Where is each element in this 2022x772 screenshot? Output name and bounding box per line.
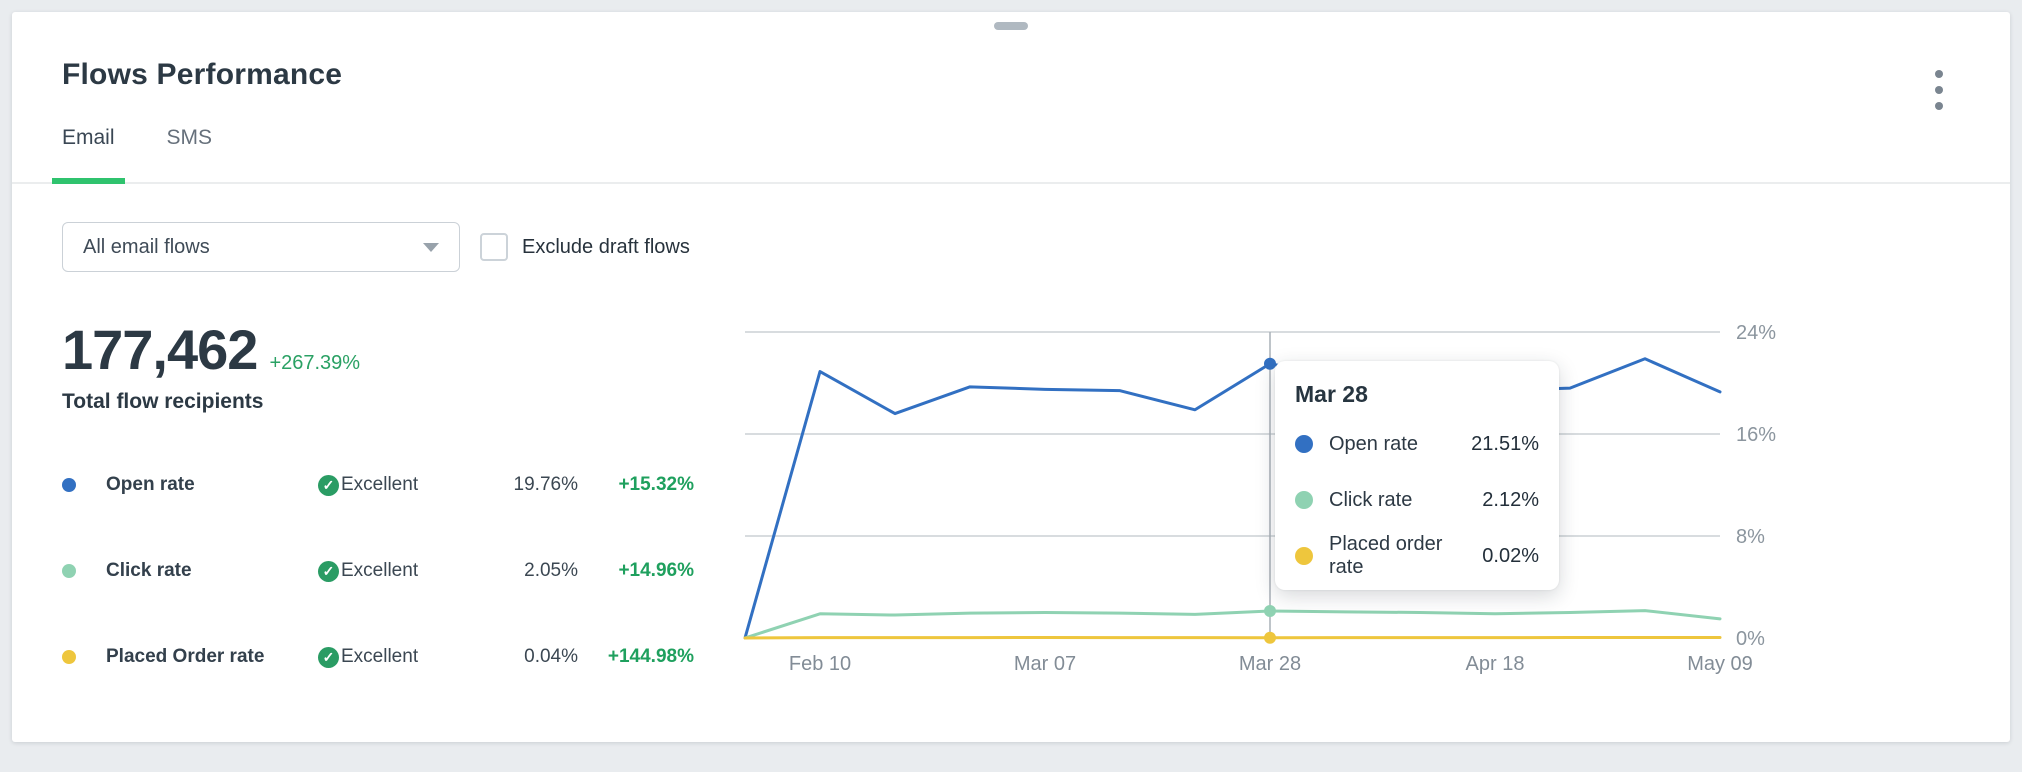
tooltip-rows: Open rate 21.51% Click rate 2.12% Placed… [1291,432,1543,578]
open-rate-dot-icon [62,478,76,492]
metric-label: Open rate [106,474,195,495]
kebab-menu-icon[interactable] [1926,68,1952,112]
metric-value: 19.76% [513,474,578,495]
x-tick-label: May 09 [1687,653,1753,675]
tooltip-value: 21.51% [1471,432,1539,455]
marker-dot [1264,631,1276,644]
rating-text: Excellent [341,560,419,581]
tab-email-label: Email [62,126,115,149]
tooltip-label: Placed order rate [1329,533,1443,578]
click-rate-dot-icon [1295,491,1313,509]
card-header: Flows Performance [12,12,2010,92]
exclude-draft-label[interactable]: Exclude draft flows [522,235,690,258]
tab-bar: Email SMS [12,126,2010,184]
metric-row-click-rate: Click rate ✓ Excellent 2.05% +14.96% [62,556,694,586]
rating-badge: ✓ Excellent [318,560,494,582]
chevron-down-icon [423,242,439,252]
tooltip-value: 2.12% [1482,488,1539,511]
rating-badge: ✓ Excellent [318,474,494,496]
y-tick-label: 8% [1736,526,1765,548]
tooltip-label: Open rate [1329,432,1418,455]
x-tick-label: Mar 07 [1014,653,1076,675]
y-tick-label: 0% [1736,628,1765,650]
flow-filter-select[interactable]: All email flows [62,222,460,272]
total-recipients-label: Total flow recipients [62,390,264,413]
tab-sms-label: SMS [166,126,213,149]
placed-order-rate-dot-icon [1295,547,1313,565]
metric-change: +14.96% [618,560,694,581]
open-rate-dot-icon [1295,435,1313,453]
total-recipients-change: +267.39% [269,352,361,374]
rating-text: Excellent [341,474,419,495]
click-rate-dot-icon [62,564,76,578]
marker-dot [1264,604,1276,617]
x-tick-label: Mar 28 [1239,653,1301,675]
kebab-dot [1935,70,1943,78]
placed-order-rate-dot-icon [62,650,76,664]
series-line-placed-order-rate[interactable] [743,635,1722,640]
metric-value: 0.04% [524,646,578,667]
series-line-click-rate[interactable] [743,609,1722,640]
tooltip-row-open-rate: Open rate 21.51% [1291,432,1543,456]
flow-filter-value: All email flows [83,235,210,258]
kebab-dot [1935,102,1943,110]
check-circle-icon: ✓ [318,646,339,668]
rating-badge: ✓ Excellent [318,646,494,668]
marker-dot [1264,357,1276,370]
page-title: Flows Performance [62,58,343,91]
tab-email[interactable]: Email [52,126,125,184]
tooltip-value: 0.02% [1482,544,1539,567]
metric-value: 2.05% [524,560,578,581]
y-tick-label: 16% [1736,424,1776,446]
y-tick-label: 24% [1736,322,1776,344]
tab-sms[interactable]: SMS [157,126,223,182]
chart-tooltip: Mar 28 Open rate 21.51% Click rate 2.12%… [1275,361,1559,590]
tooltip-row-click-rate: Click rate 2.12% [1291,488,1543,512]
x-tick-label: Feb 10 [789,653,851,675]
x-tick-label: Apr 18 [1466,653,1525,675]
metric-label: Click rate [106,560,192,581]
flows-chart[interactable]: 24% 16% 8% 0% Feb 10 Mar 07 Mar 28 Apr 18 May 09… [688,288,1948,700]
kebab-dot [1935,86,1943,94]
total-recipients-value: 177,462 [62,318,258,381]
tooltip-label: Click rate [1329,488,1413,511]
metric-row-placed-order-rate: Placed Order rate ✓ Excellent 0.04% +144… [62,642,694,672]
controls-row: All email flows Exclude draft flows [62,222,2010,272]
rating-text: Excellent [341,646,419,667]
tooltip-date: Mar 28 [1295,381,1368,407]
metric-label: Placed Order rate [106,646,265,667]
flows-chart-svg[interactable]: 24% 16% 8% 0% Feb 10 Mar 07 Mar 28 Apr 18 May 09 [688,288,1948,700]
stats-panel: 177,462 +267.39% Total flow recipients O… [62,322,694,672]
drag-handle[interactable] [994,22,1028,30]
flows-performance-card: Flows Performance Email SMS All email fl… [12,12,2010,742]
series-line-open-rate[interactable] [743,357,1722,640]
check-circle-icon: ✓ [318,560,339,582]
metric-change: +15.32% [618,474,694,495]
metric-row-open-rate: Open rate ✓ Excellent 19.76% +15.32% [62,470,694,500]
summary-row: 177,462 +267.39% [62,322,694,378]
exclude-draft-checkbox[interactable] [480,233,508,261]
tooltip-row-placed-order-rate: Placed order rate 0.02% [1291,533,1543,578]
check-circle-icon: ✓ [318,474,339,496]
metric-change: +144.98% [607,646,694,667]
